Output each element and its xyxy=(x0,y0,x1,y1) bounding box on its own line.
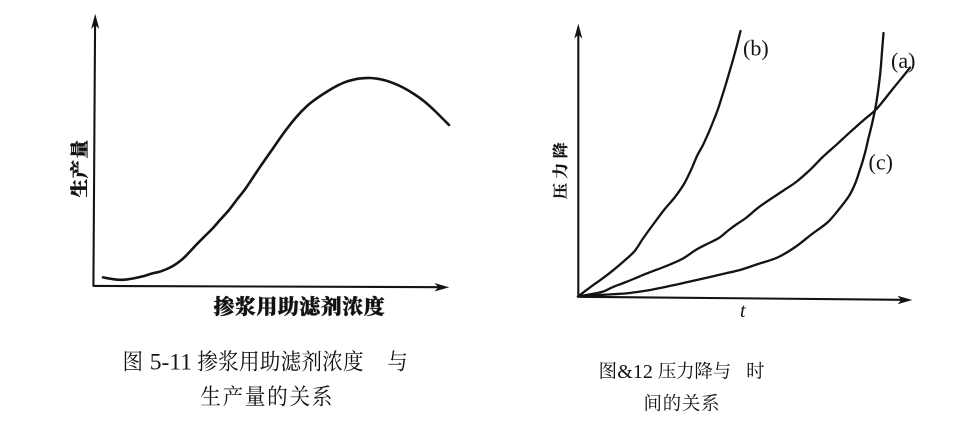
svg-text:(c): (c) xyxy=(869,150,893,175)
svg-text:(a): (a) xyxy=(891,48,915,73)
svg-text:5-11: 5-11 xyxy=(150,349,192,375)
svg-text:&12: &12 xyxy=(617,361,653,383)
svg-text:t: t xyxy=(740,300,746,322)
svg-text:(b): (b) xyxy=(743,36,769,61)
